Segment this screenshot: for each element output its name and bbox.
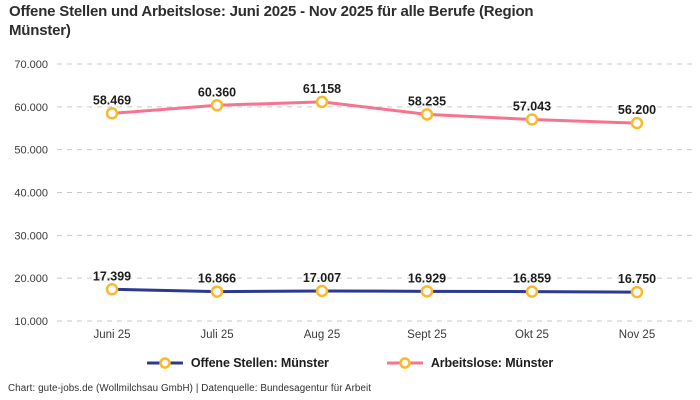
data-point-label: 17.007 [303, 271, 341, 285]
data-point-label: 60.360 [198, 85, 236, 99]
legend-label: Arbeitslose: Münster [430, 356, 554, 370]
data-point-marker [525, 285, 539, 298]
data-point-marker [630, 116, 644, 130]
chart-title-line2: Münster) [9, 22, 71, 39]
data-point-label: 16.750 [618, 272, 656, 286]
y-tick-label: 10.000 [14, 316, 48, 328]
x-tick-label: Sept 25 [407, 329, 447, 341]
legend-marker [399, 357, 411, 369]
x-tick-label: Aug 25 [304, 329, 340, 341]
data-point-marker [210, 99, 224, 112]
chart-title: Offene Stellen und Arbeitslose: Juni 202… [9, 2, 609, 40]
legend-series-icon [146, 357, 183, 369]
data-point-label: 17.399 [93, 269, 131, 283]
plot-area: 70.000 60.000 50.000 40.000 30.000 20.000 10.0… [0, 50, 700, 350]
legend: Offene Stellen: Münster Arbeitslose: Müns… [0, 356, 700, 370]
data-point-marker [105, 283, 119, 296]
x-tick-label: Juli 25 [200, 329, 233, 341]
y-tick-label: 70.000 [14, 59, 48, 71]
legend-label: Offene Stellen: Münster [190, 356, 329, 370]
data-point-label: 16.859 [513, 272, 551, 286]
source-footer: Chart: gute-jobs.de (Wollmilchsau GmbH) … [8, 383, 372, 394]
data-point-marker [315, 284, 329, 298]
x-tick-label: Nov 25 [619, 329, 655, 341]
series-line [110, 100, 639, 125]
data-point-marker [315, 95, 329, 109]
legend-series-icon [386, 357, 423, 369]
y-tick-label: 50.000 [14, 145, 48, 157]
data-point-label: 16.929 [408, 271, 446, 285]
y-tick-label: 30.000 [14, 230, 48, 242]
data-point-label: 58.235 [408, 94, 446, 108]
x-tick-label: Juni 25 [93, 329, 130, 341]
y-tick-label: 60.000 [14, 102, 48, 114]
data-point-label: 61.158 [303, 82, 341, 96]
chart-title-line1: Offene Stellen und Arbeitslose: Juni 202… [9, 3, 534, 20]
data-point-marker [630, 285, 644, 299]
legend-item: Arbeitslose: Münster [386, 356, 554, 370]
series-line [110, 287, 639, 294]
data-point-label: 16.866 [198, 272, 236, 286]
data-point-label: 56.200 [618, 103, 656, 117]
legend-item: Offene Stellen: Münster [146, 356, 329, 370]
data-point-marker [105, 107, 119, 120]
y-tick-label: 20.000 [14, 273, 48, 285]
y-tick-label: 40.000 [14, 188, 48, 200]
legend-marker [159, 357, 171, 369]
x-tick-label: Okt 25 [515, 329, 549, 341]
data-point-marker [210, 285, 224, 298]
data-point-label: 58.469 [93, 93, 131, 107]
data-point-marker [525, 113, 539, 126]
data-point-marker [420, 108, 434, 121]
data-point-label: 57.043 [513, 99, 551, 113]
data-point-marker [420, 285, 434, 298]
line-chart-svg: 70.000 60.000 50.000 40.000 30.000 20.000 10.0… [14, 59, 692, 341]
